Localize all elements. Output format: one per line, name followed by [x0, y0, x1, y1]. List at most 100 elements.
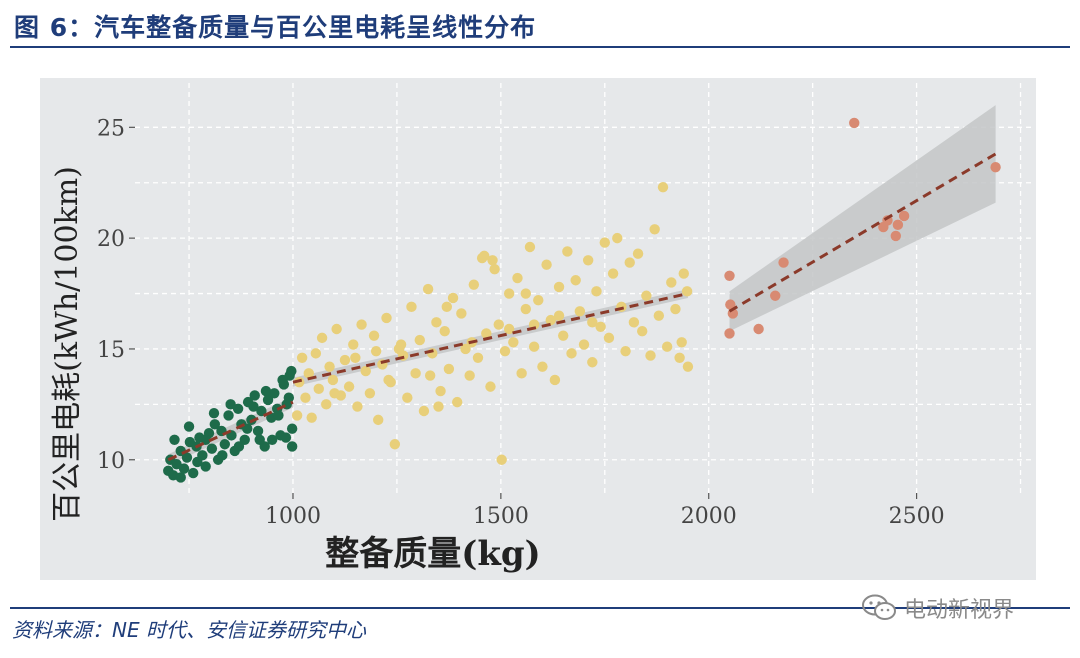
data-point-medium — [545, 314, 556, 326]
data-point-medium — [418, 405, 430, 417]
data-point-light — [223, 410, 234, 421]
data-point-medium — [343, 381, 355, 392]
scatter-chart: 1000 1500 2000 2500 10 15 20 25 整备质量(kg) 百公里电耗(… — [50, 83, 1033, 574]
data-point-medium — [591, 286, 602, 297]
data-point-medium — [424, 370, 436, 381]
data-point-medium — [489, 263, 500, 275]
data-point-light — [183, 421, 195, 432]
data-point-light — [171, 458, 182, 470]
data-point-medium — [481, 328, 492, 339]
data-point-medium — [541, 259, 552, 270]
data-point-medium — [479, 250, 490, 262]
data-point-medium — [620, 345, 631, 357]
data-point-medium — [327, 374, 339, 386]
data-point-light — [252, 425, 264, 437]
data-point-medium — [624, 257, 635, 268]
title-rule — [10, 46, 1070, 48]
data-point-medium — [678, 268, 689, 279]
data-point-medium — [670, 303, 681, 315]
data-point-medium — [587, 317, 598, 328]
source-note: 资料来源：NE 时代、安信证券研究中心 — [12, 618, 366, 642]
data-point-light — [260, 385, 272, 397]
data-point-medium — [316, 332, 328, 344]
data-point-medium — [303, 368, 314, 379]
data-point-heavy — [849, 117, 860, 129]
data-point-medium — [524, 241, 536, 253]
data-point-light — [280, 432, 292, 443]
data-point-light — [286, 441, 298, 452]
data-point-light — [233, 441, 245, 452]
data-point-medium — [587, 357, 598, 368]
data-point-heavy — [778, 257, 789, 268]
data-point-medium — [300, 392, 311, 403]
data-point-medium — [485, 381, 496, 392]
x-tick-label: 2000 — [681, 504, 737, 529]
data-point-medium — [570, 275, 581, 286]
data-point-medium — [681, 286, 693, 297]
confidence-band — [729, 105, 996, 332]
data-point-medium — [674, 352, 685, 364]
data-point-medium — [553, 281, 565, 293]
data-point-medium — [291, 410, 303, 421]
data-point-medium — [447, 292, 459, 304]
data-point-medium — [516, 368, 527, 379]
data-point-light — [273, 410, 284, 421]
data-point-medium — [499, 345, 511, 357]
x-axis-label: 整备质量(kg) — [325, 534, 541, 574]
data-point-medium — [451, 396, 463, 408]
y-tick-label: 20 — [97, 227, 125, 252]
data-point-medium — [566, 348, 577, 359]
data-point-light — [269, 388, 280, 399]
watermark: 电动新视界 — [860, 592, 1014, 624]
data-point-light — [225, 399, 236, 410]
data-point-medium — [431, 317, 442, 328]
data-point-heavy — [753, 323, 764, 335]
data-point-medium — [578, 339, 590, 350]
data-point-heavy — [898, 210, 910, 222]
data-point-medium — [460, 343, 471, 355]
data-point-light — [249, 390, 260, 401]
data-point-medium — [632, 248, 644, 259]
data-point-medium — [537, 361, 548, 372]
data-point-medium — [503, 288, 515, 299]
data-point-medium — [676, 337, 687, 348]
data-point-light — [188, 467, 199, 479]
data-points — [163, 117, 1001, 483]
data-point-medium — [296, 352, 308, 364]
data-point-medium — [503, 323, 515, 335]
data-point-light — [232, 403, 244, 414]
data-point-light — [175, 472, 186, 483]
data-point-medium — [395, 339, 407, 350]
data-point-medium — [574, 306, 586, 317]
data-point-light — [219, 439, 230, 450]
data-point-medium — [422, 283, 434, 295]
grid-lines — [135, 83, 1033, 493]
data-point-medium — [512, 272, 523, 284]
data-point-light — [181, 452, 193, 463]
data-point-medium — [352, 401, 363, 412]
data-point-heavy — [770, 290, 781, 301]
data-point-heavy — [892, 219, 904, 231]
data-point-medium — [383, 374, 394, 386]
data-point-medium — [402, 392, 413, 403]
data-point-light — [169, 434, 180, 446]
data-point-medium — [339, 354, 351, 366]
data-point-light — [286, 423, 298, 434]
data-point-medium — [562, 246, 573, 257]
y-tick-label: 10 — [97, 449, 125, 474]
data-point-medium — [528, 341, 540, 352]
data-point-medium — [628, 317, 640, 328]
data-point-medium — [331, 323, 342, 335]
data-point-medium — [487, 255, 498, 266]
data-point-medium — [645, 350, 656, 361]
data-point-medium — [464, 370, 475, 381]
data-point-light — [208, 408, 220, 419]
data-point-medium — [649, 224, 660, 235]
data-point-medium — [553, 310, 565, 321]
data-point-medium — [410, 368, 421, 379]
data-point-heavy — [990, 162, 1001, 173]
data-point-medium — [641, 290, 652, 301]
data-point-light — [283, 392, 295, 403]
data-point-light — [256, 405, 267, 417]
data-point-medium — [496, 454, 507, 465]
